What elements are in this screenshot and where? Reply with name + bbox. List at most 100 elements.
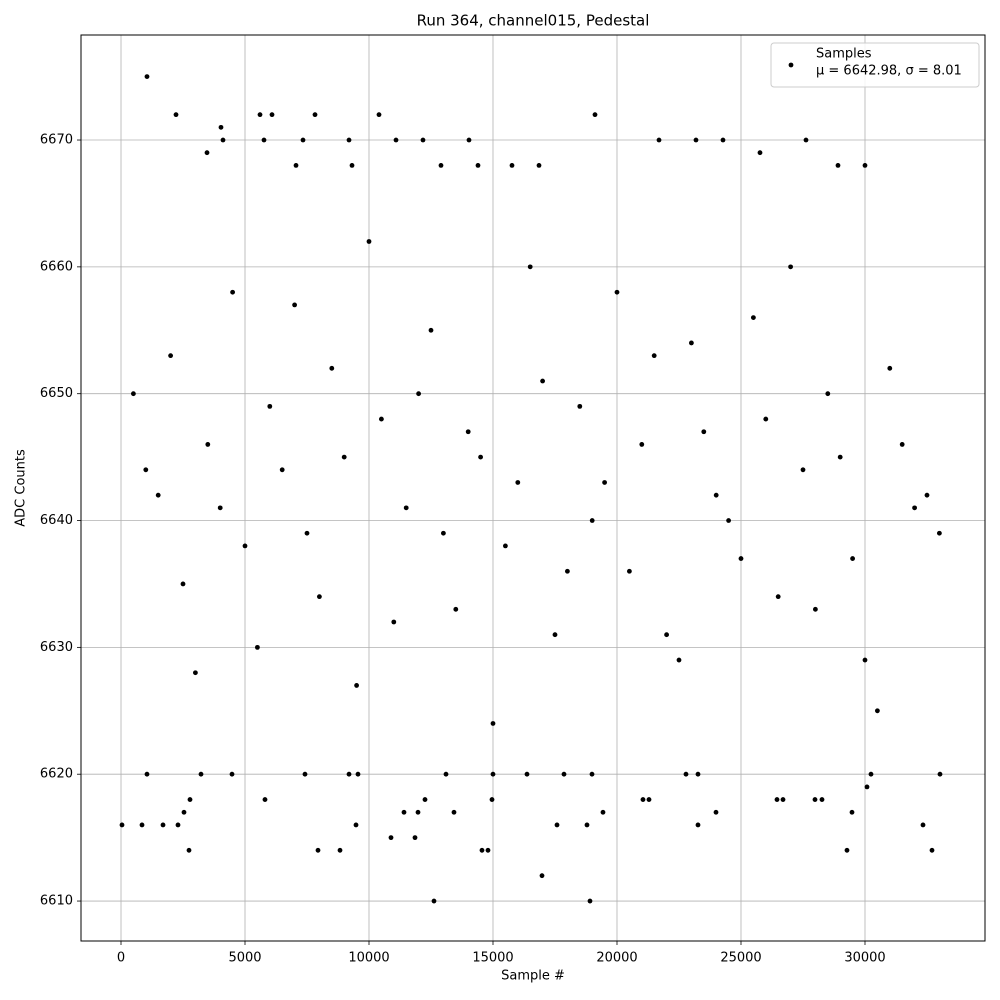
point xyxy=(292,302,298,308)
point xyxy=(920,822,926,828)
point xyxy=(589,518,595,523)
point xyxy=(438,162,444,168)
point xyxy=(173,112,179,118)
point xyxy=(539,873,545,879)
grid xyxy=(81,35,985,941)
x-tick-label: 25000 xyxy=(720,951,761,966)
point xyxy=(524,771,530,777)
point xyxy=(489,797,495,802)
point xyxy=(180,581,186,587)
point xyxy=(337,847,343,853)
point xyxy=(490,721,496,726)
point xyxy=(355,771,361,777)
point xyxy=(431,898,437,904)
point xyxy=(193,670,198,676)
point xyxy=(862,657,868,663)
point xyxy=(451,809,457,815)
point xyxy=(353,822,359,828)
point xyxy=(312,112,318,118)
point xyxy=(936,530,942,536)
y-tick-label: 6630 xyxy=(40,640,73,655)
chart-title: Run 364, channel015, Pedestal xyxy=(417,12,650,30)
point xyxy=(490,771,496,777)
point xyxy=(688,340,694,346)
point xyxy=(378,416,384,422)
point xyxy=(868,771,874,777)
point xyxy=(478,454,483,460)
point xyxy=(780,797,786,802)
point xyxy=(600,809,606,815)
y-tick-label: 6620 xyxy=(40,767,73,782)
point xyxy=(479,847,485,853)
point xyxy=(329,365,335,371)
point xyxy=(453,606,459,612)
point xyxy=(293,162,299,168)
x-tick-label: 5000 xyxy=(228,951,261,966)
point xyxy=(155,492,161,498)
point xyxy=(695,822,701,828)
point xyxy=(393,137,399,143)
point xyxy=(475,162,481,168)
point xyxy=(584,822,590,828)
point xyxy=(564,568,570,574)
point xyxy=(388,835,394,841)
point xyxy=(850,556,855,561)
point xyxy=(354,683,359,688)
point xyxy=(403,505,409,511)
point xyxy=(485,847,491,853)
y-tick-label: 6670 xyxy=(40,133,73,148)
point xyxy=(391,619,397,625)
point xyxy=(217,505,223,511)
point xyxy=(175,822,181,828)
point xyxy=(701,429,707,435)
point xyxy=(401,809,407,815)
point xyxy=(626,568,632,574)
y-tick-label: 6640 xyxy=(40,513,73,528)
point xyxy=(788,264,793,270)
legend: Samples μ = 6642.98, σ = 8.01 xyxy=(770,42,980,88)
point xyxy=(139,822,145,828)
point xyxy=(592,112,598,118)
point xyxy=(415,809,421,815)
point xyxy=(775,594,781,600)
point xyxy=(515,480,521,485)
point xyxy=(614,289,620,295)
point xyxy=(812,797,818,802)
point xyxy=(639,442,645,447)
x-tick-label: 30000 xyxy=(844,951,885,966)
point xyxy=(726,518,731,523)
point xyxy=(774,797,780,802)
point xyxy=(376,112,382,118)
point xyxy=(440,530,446,536)
point xyxy=(849,809,855,815)
point xyxy=(602,480,607,485)
point xyxy=(131,391,136,397)
point xyxy=(229,771,235,777)
point xyxy=(738,556,744,561)
point xyxy=(242,543,248,549)
point xyxy=(349,162,355,168)
x-axis-label: Sample # xyxy=(501,969,565,984)
point xyxy=(465,429,471,435)
point xyxy=(302,771,308,777)
point xyxy=(554,822,560,828)
point xyxy=(640,797,646,802)
point xyxy=(864,784,870,790)
point xyxy=(683,771,689,777)
plot-frame xyxy=(80,34,986,942)
point xyxy=(899,442,905,447)
point xyxy=(420,137,426,143)
point xyxy=(835,162,841,168)
point xyxy=(416,391,421,397)
point xyxy=(819,797,825,802)
point xyxy=(230,289,236,295)
point xyxy=(315,847,321,853)
point xyxy=(198,771,204,777)
point xyxy=(346,771,352,777)
point xyxy=(144,74,150,80)
point xyxy=(561,771,567,777)
point xyxy=(552,632,558,638)
x-tick-label: 15000 xyxy=(472,951,513,966)
point xyxy=(205,442,211,447)
